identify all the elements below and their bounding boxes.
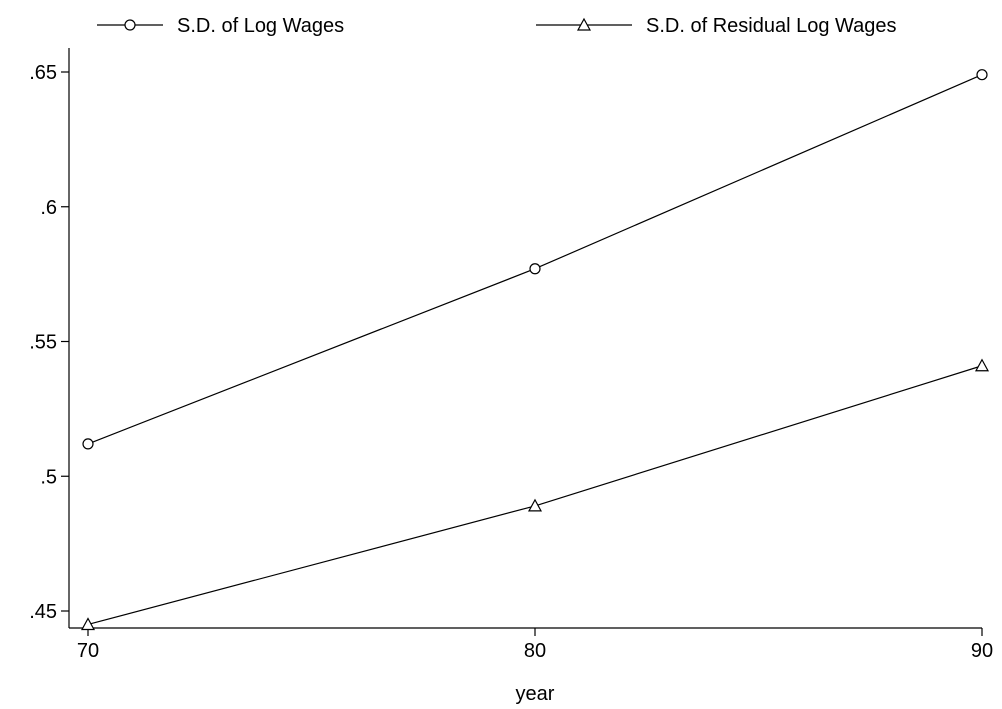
data-point-triangle (527, 498, 543, 512)
y-tick-label: .55 (29, 332, 57, 354)
y-ticks: .45 .5 .55 .6 .65 (29, 62, 69, 623)
series-line (87, 365, 983, 626)
legend-marker-circle-icon (124, 19, 136, 31)
legend-label-log-wages: S.D. of Log Wages (177, 15, 344, 37)
series-2 (80, 358, 990, 631)
x-tick-label: 80 (524, 640, 546, 662)
series-line (87, 74, 983, 445)
x-tick-label: 90 (971, 640, 993, 662)
legend-item-residual-log-wages: S.D. of Residual Log Wages (536, 15, 897, 37)
data-point-triangle (80, 617, 96, 631)
y-tick-label: .65 (29, 62, 57, 84)
series-1 (82, 69, 988, 450)
legend-label-residual-log-wages: S.D. of Residual Log Wages (646, 15, 897, 37)
data-point-circle (529, 263, 541, 275)
data-point-circle (82, 438, 94, 450)
y-tick-label: .6 (40, 197, 57, 219)
data-point-circle (976, 69, 988, 81)
data-point-triangle (974, 358, 990, 372)
legend: S.D. of Log Wages S.D. of Residual Log W… (97, 15, 897, 37)
y-tick-label: .45 (29, 601, 57, 623)
legend-marker-triangle-icon (576, 17, 592, 31)
x-tick-label: 70 (77, 640, 99, 662)
x-axis-title: year (516, 683, 555, 705)
x-ticks: 70 80 90 (77, 628, 993, 662)
axes (68, 48, 982, 629)
series-layer (80, 69, 990, 631)
y-tick-label: .5 (40, 466, 57, 488)
legend-item-log-wages: S.D. of Log Wages (97, 15, 344, 37)
